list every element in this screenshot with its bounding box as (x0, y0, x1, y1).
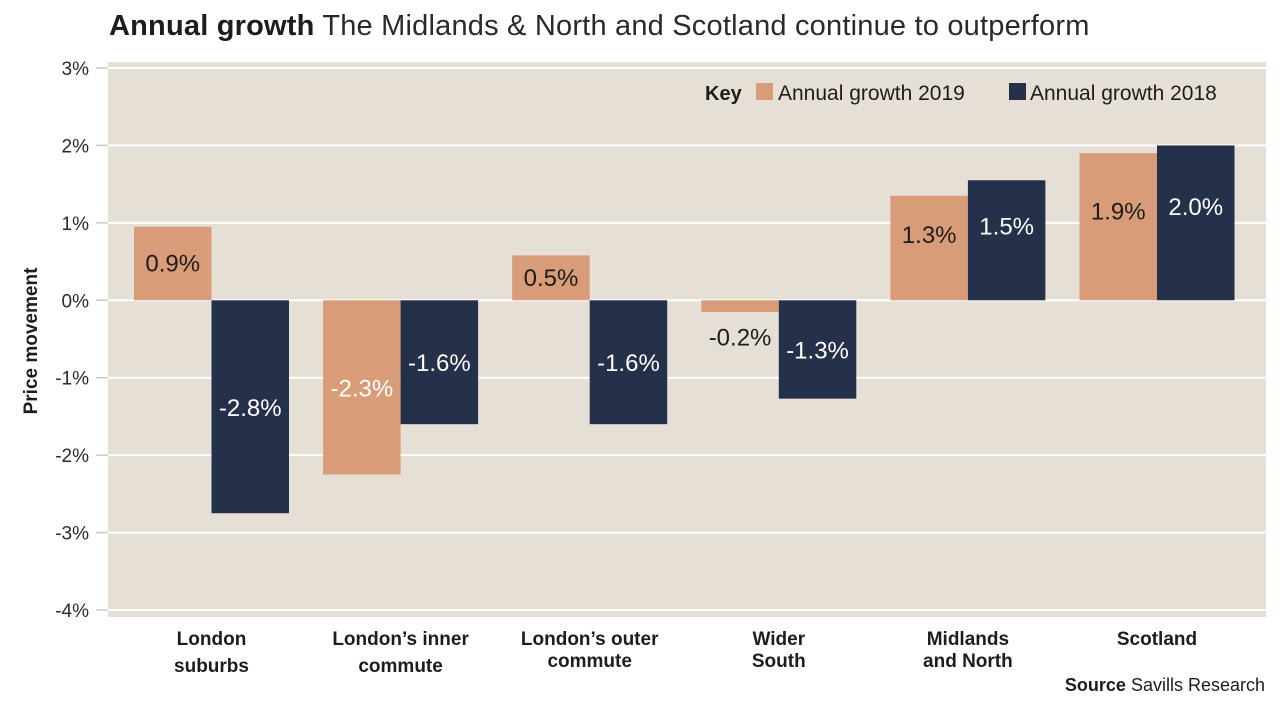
y-axis-ticks: 3% 2% 1% 0% -1% -2% -3% -4% (55, 59, 108, 622)
legend-swatch-2019 (756, 83, 773, 100)
bar-2018 (211, 300, 289, 514)
bar-2018 (400, 300, 479, 425)
data-label: -1.6% (597, 350, 660, 377)
chart-title-block: Annual growth The Midlands & North and S… (109, 10, 1090, 43)
data-label: -1.6% (408, 350, 471, 377)
y-tick-label: 2% (62, 136, 90, 157)
category-label: London’s outer commute (521, 629, 659, 672)
data-label: -0.2% (709, 324, 772, 351)
category-label-line: commute (358, 656, 442, 677)
plot-background (108, 62, 1266, 617)
bar-2019 (1079, 153, 1157, 301)
source-note: Source Savills Research (1065, 675, 1265, 696)
data-label: -2.8% (219, 395, 282, 422)
category-label: Midlands and North (923, 629, 1013, 672)
data-labels: 0.9% -2.8% -2.3% -1.6% 0.5% -1.6% -0.2% -1.3% 1.… (145, 194, 1223, 422)
category-label-line: Scotland (1117, 629, 1197, 650)
bar-2019 (323, 300, 401, 475)
chart-title: Annual growth (109, 10, 315, 42)
category-label: London’s inner commute (332, 629, 469, 677)
category-label: Scotland (1117, 629, 1197, 650)
category-label-line: Wider (752, 629, 805, 650)
data-label: 1.5% (979, 213, 1034, 240)
bar-2019 (134, 226, 212, 301)
legend-title: Key (705, 83, 743, 105)
y-tick-label: -4% (55, 601, 89, 622)
y-tick-label: 3% (62, 59, 90, 80)
bar-2019 (512, 255, 590, 301)
category-label: London suburbs (174, 629, 249, 677)
bar-2019 (890, 195, 968, 301)
data-label: 0.9% (145, 251, 200, 278)
gridlines (108, 67, 1266, 611)
category-label-line: London (177, 629, 247, 650)
y-tick-label: -3% (55, 524, 89, 545)
source-label: Source (1064, 675, 1126, 695)
bar-2019 (701, 300, 779, 312)
bar-2018 (589, 300, 668, 425)
category-label: Wider South (752, 629, 806, 672)
category-label-line: suburbs (174, 656, 249, 677)
data-label: 0.5% (524, 265, 579, 292)
y-axis-label: Price movement (21, 267, 42, 414)
legend: Key Annual growth 2019 Annual growth 201… (705, 82, 1217, 105)
category-label-line: London’s inner (332, 629, 469, 650)
category-label-line: Midlands (927, 629, 1009, 650)
data-label: -2.3% (330, 375, 393, 402)
y-tick-label: 1% (62, 214, 90, 235)
y-tick-label: -1% (55, 369, 89, 390)
data-label: 2.0% (1168, 194, 1223, 221)
data-label: 1.9% (1091, 198, 1146, 225)
category-label-line: South (752, 651, 806, 672)
bar-2018 (1157, 145, 1235, 301)
bar-2018 (778, 300, 857, 399)
legend-swatch-2018 (1009, 83, 1026, 100)
legend-label-2018: Annual growth 2018 (1030, 82, 1217, 105)
y-tick-label: -2% (55, 446, 89, 467)
category-label-line: and North (923, 651, 1013, 672)
chart-subtitle: The Midlands & North and Scotland contin… (322, 10, 1090, 42)
bars (134, 145, 1235, 514)
y-tick-label: 0% (62, 291, 90, 312)
data-label: -1.3% (786, 337, 849, 364)
data-label: 1.3% (902, 222, 957, 249)
category-label-line: London’s outer (521, 629, 659, 650)
source-text: Savills Research (1130, 675, 1265, 695)
bar-2018 (967, 180, 1046, 301)
legend-label-2019: Annual growth 2019 (778, 82, 965, 105)
category-label-line: commute (547, 651, 631, 672)
